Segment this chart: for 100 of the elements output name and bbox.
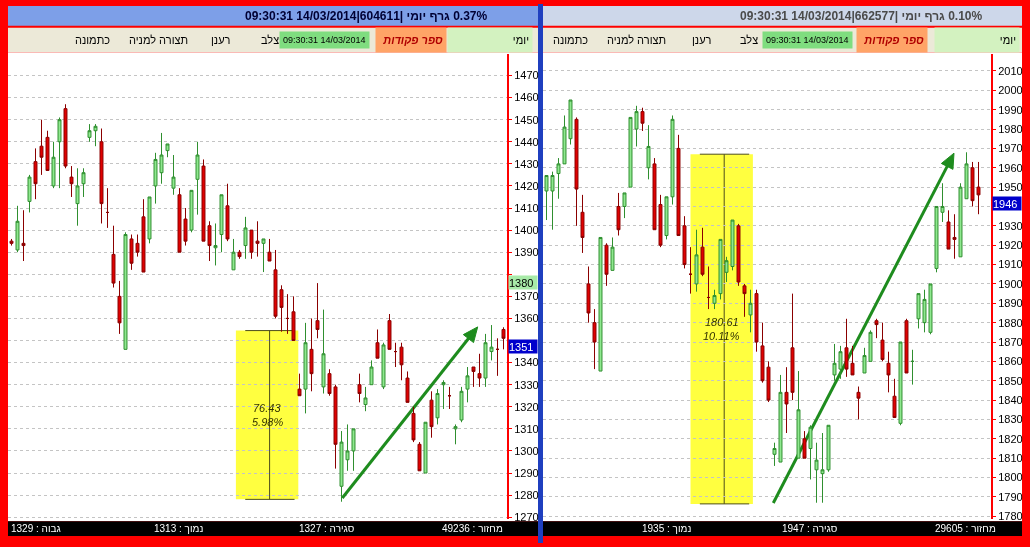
candlestick <box>27 174 32 213</box>
text: יומי <box>999 34 1016 46</box>
candlestick <box>225 183 230 242</box>
candlestick <box>796 370 801 459</box>
candlestick <box>477 353 482 388</box>
candlestick <box>123 231 128 350</box>
candlestick <box>387 313 392 350</box>
candlestick <box>369 359 374 386</box>
text: 1935 : נמוך <box>642 523 692 534</box>
y-tick-label: 1810 <box>998 452 1023 465</box>
candlestick <box>195 141 200 216</box>
candlestick <box>51 141 56 189</box>
text: 49236 : מחזור <box>442 523 503 534</box>
candlestick <box>261 238 266 273</box>
y-tick-label: 1390 <box>514 246 539 259</box>
y-tick-label: 1330 <box>514 378 539 391</box>
text: 09:30:31 14/03/2014 <box>283 35 366 45</box>
y-tick-label: 1410 <box>514 201 539 214</box>
candlestick <box>712 289 717 310</box>
candlestick <box>357 373 362 403</box>
candlestick <box>646 124 651 180</box>
candlestick <box>586 266 591 324</box>
candlestick <box>886 351 891 393</box>
candlestick <box>147 196 152 244</box>
y-tick-label: 2000 <box>998 84 1023 97</box>
y-tick-label: 1970 <box>998 142 1023 155</box>
candlestick <box>291 295 296 342</box>
candlestick <box>321 309 326 395</box>
candlestick <box>465 366 470 403</box>
candlestick <box>375 328 380 359</box>
text: יומי <box>512 34 529 46</box>
y-tick-label: 1990 <box>998 103 1023 116</box>
candlestick <box>616 192 621 237</box>
candlestick <box>604 242 609 287</box>
candlestick <box>736 223 741 287</box>
y-tick-label: 1980 <box>998 122 1023 135</box>
y-tick-label: 1900 <box>998 277 1023 290</box>
candlestick <box>237 249 242 260</box>
y-tick-label: 1880 <box>998 316 1023 329</box>
candlestick <box>393 342 398 368</box>
text: 09:30:31 14/03/2014 <box>766 35 849 45</box>
candlestick <box>33 147 38 200</box>
y-tick-label: 1430 <box>514 157 539 170</box>
candlestick <box>742 283 747 318</box>
y-tick-label: 1850 <box>998 374 1023 387</box>
text: ספר פקודות <box>863 34 924 46</box>
candlestick <box>694 229 699 293</box>
candlestick <box>592 308 597 370</box>
candlestick <box>495 337 500 377</box>
candlestick <box>748 289 753 333</box>
candlestick <box>898 341 903 426</box>
candlestick <box>75 167 80 227</box>
y-tick-label: 1920 <box>998 239 1023 252</box>
candlestick <box>622 192 627 219</box>
text: תצורה למניה <box>129 34 189 46</box>
candlestick <box>610 236 615 271</box>
y-tick-label: 1290 <box>514 466 539 479</box>
candlestick <box>417 441 422 472</box>
candlestick <box>165 143 170 158</box>
y-tick-label: 1400 <box>514 223 539 236</box>
candlestick <box>315 282 320 339</box>
y-tick-label: 1780 <box>998 510 1023 523</box>
candlestick <box>111 225 116 289</box>
text: ספר פקודות <box>382 34 443 46</box>
y-tick-label: 1840 <box>998 393 1023 406</box>
candlestick <box>285 293 290 335</box>
y-tick-label: 1930 <box>998 219 1023 232</box>
y-tick-label: 1300 <box>514 444 539 457</box>
candlestick <box>429 390 434 439</box>
candlestick <box>574 116 579 227</box>
candlestick <box>9 238 14 247</box>
text: 1351 <box>509 340 534 353</box>
y-tick-label: 1950 <box>998 180 1023 193</box>
candlestick <box>640 107 645 132</box>
text: צלב <box>740 34 759 46</box>
y-tick-label: 1270 <box>514 511 539 524</box>
candlestick <box>81 167 86 198</box>
candlestick <box>700 227 705 277</box>
y-tick-label: 1860 <box>998 355 1023 368</box>
candlestick <box>501 326 506 350</box>
chart-title: 09:30:31 14/03/2014|662577| גרף יומי 0.10% <box>740 9 983 23</box>
candlestick <box>471 366 476 388</box>
candlestick <box>171 154 176 196</box>
candlestick <box>231 238 236 271</box>
candlestick <box>219 194 224 253</box>
text: תצורה למניה <box>607 34 667 46</box>
candlestick <box>459 386 464 423</box>
text: 1327 : סגירה <box>299 523 355 534</box>
candlestick <box>856 386 861 420</box>
candlestick <box>441 379 446 410</box>
candlestick <box>580 194 585 254</box>
candlestick <box>874 318 879 339</box>
text: צלב <box>261 34 280 46</box>
candlestick <box>309 317 314 392</box>
candlestick <box>213 222 218 266</box>
candlestick <box>706 266 711 310</box>
candlestick <box>243 216 248 260</box>
chart-title: 09:30:31 14/03/2014|604611| גרף יומי 0.37% <box>245 9 488 23</box>
y-tick-label: 1310 <box>514 422 539 435</box>
text: 1313 : נמוך <box>154 523 204 534</box>
